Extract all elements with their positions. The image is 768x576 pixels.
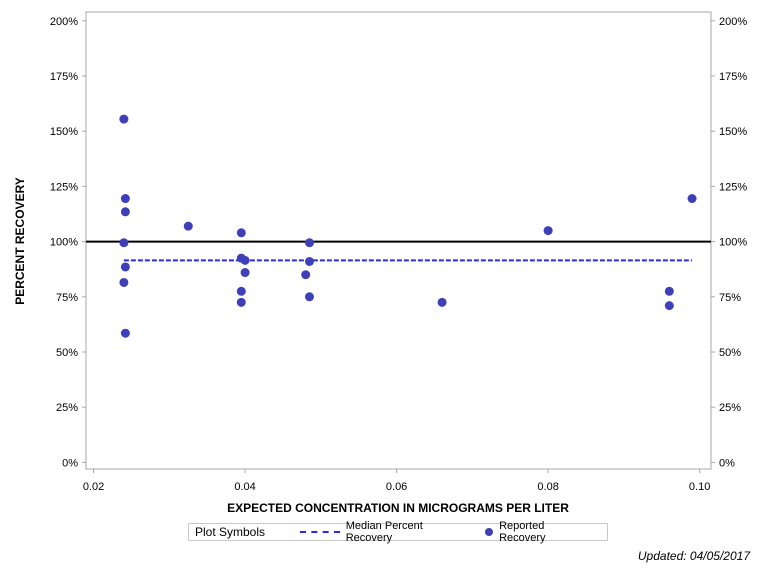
- reported-recovery-point: [237, 287, 246, 296]
- y-tick-label-right: 175%: [719, 71, 747, 83]
- dot-swatch: [485, 528, 493, 536]
- updated-date: Updated: 04/05/2017: [638, 549, 750, 563]
- legend-reported-label: Reported Recovery: [499, 520, 593, 544]
- reported-recovery-point: [665, 287, 674, 296]
- y-tick-label-right: 25%: [719, 402, 741, 414]
- x-axis-title: EXPECTED CONCENTRATION IN MICROGRAMS PER…: [227, 501, 569, 515]
- reported-recovery-point: [301, 270, 310, 279]
- x-tick-label: 0.04: [234, 481, 255, 493]
- reported-recovery-point: [544, 226, 553, 235]
- y-tick-label-left: 100%: [50, 237, 78, 249]
- reported-recovery-point: [688, 194, 697, 203]
- reported-recovery-point: [438, 298, 447, 307]
- reported-recovery-point: [241, 268, 250, 277]
- reported-recovery-point: [121, 194, 130, 203]
- reported-recovery-point: [237, 228, 246, 237]
- legend-median-label: Median Percent Recovery: [346, 520, 471, 544]
- reported-recovery-point: [121, 262, 130, 271]
- reported-recovery-point: [305, 257, 314, 266]
- reported-recovery-point: [121, 207, 130, 216]
- legend-title: Plot Symbols: [195, 525, 300, 539]
- y-tick-label-right: 125%: [719, 181, 747, 193]
- reported-recovery-point: [184, 222, 193, 231]
- y-tick-label-left: 175%: [50, 71, 78, 83]
- y-tick-label-right: 0%: [719, 457, 735, 469]
- y-axis-title: PERCENT RECOVERY: [13, 177, 27, 305]
- plot-legend: Plot Symbols Median Percent Recovery Rep…: [188, 523, 608, 541]
- y-tick-label-left: 150%: [50, 126, 78, 138]
- x-tick-label: 0.06: [386, 481, 407, 493]
- reported-recovery-point: [665, 301, 674, 310]
- y-tick-label-right: 150%: [719, 126, 747, 138]
- plot-frame: [86, 12, 711, 469]
- y-tick-label-left: 25%: [56, 402, 78, 414]
- reported-recovery-point: [305, 238, 314, 247]
- reported-recovery-point: [121, 329, 130, 338]
- y-tick-label-left: 200%: [50, 16, 78, 28]
- y-tick-label-left: 0%: [62, 457, 78, 469]
- y-tick-label-left: 75%: [56, 292, 78, 304]
- x-tick-label: 0.08: [537, 481, 558, 493]
- reported-recovery-point: [119, 278, 128, 287]
- y-tick-label-right: 75%: [719, 292, 741, 304]
- y-tick-label-right: 200%: [719, 16, 747, 28]
- reported-recovery-point: [237, 298, 246, 307]
- x-tick-label: 0.02: [83, 481, 104, 493]
- legend-item-median: Median Percent Recovery: [300, 520, 471, 544]
- reported-recovery-point: [119, 115, 128, 124]
- reported-recovery-point: [119, 238, 128, 247]
- legend-item-reported: Reported Recovery: [485, 520, 593, 544]
- dashed-line-swatch: [300, 531, 340, 533]
- reported-recovery-point: [305, 292, 314, 301]
- y-tick-label-right: 100%: [719, 237, 747, 249]
- y-tick-label-left: 50%: [56, 347, 78, 359]
- y-tick-label-left: 125%: [50, 181, 78, 193]
- y-tick-label-right: 50%: [719, 347, 741, 359]
- reported-recovery-point: [241, 256, 250, 265]
- x-tick-label: 0.10: [689, 481, 710, 493]
